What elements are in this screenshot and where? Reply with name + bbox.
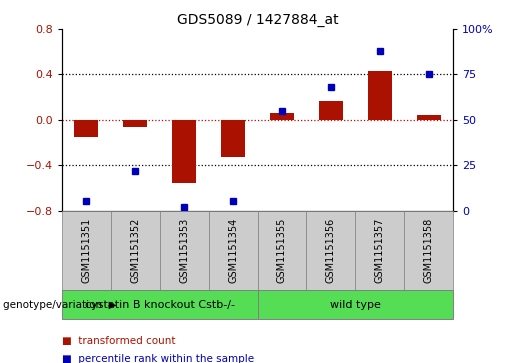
Bar [123, 120, 147, 127]
Text: GSM1151356: GSM1151356 [326, 218, 336, 283]
Text: GSM1151351: GSM1151351 [81, 218, 91, 283]
Text: cystatin B knockout Cstb-/-: cystatin B knockout Cstb-/- [84, 300, 235, 310]
Bar [74, 120, 98, 137]
Text: GSM1151352: GSM1151352 [130, 218, 140, 283]
Text: ■  percentile rank within the sample: ■ percentile rank within the sample [62, 354, 254, 363]
Text: genotype/variation  ▶: genotype/variation ▶ [3, 300, 116, 310]
Bar [417, 115, 441, 120]
Text: GSM1151354: GSM1151354 [228, 218, 238, 283]
Bar [306, 211, 355, 290]
Bar [62, 211, 111, 290]
Bar [404, 211, 453, 290]
Text: GSM1151358: GSM1151358 [424, 218, 434, 283]
Bar [355, 211, 404, 290]
Text: GSM1151353: GSM1151353 [179, 218, 189, 283]
Bar [368, 71, 392, 120]
Bar [258, 211, 306, 290]
Bar [160, 211, 209, 290]
Bar [221, 120, 245, 157]
Text: GSM1151357: GSM1151357 [375, 218, 385, 283]
Bar [270, 113, 294, 120]
Text: GSM1151355: GSM1151355 [277, 218, 287, 283]
Text: wild type: wild type [330, 300, 381, 310]
Bar [111, 211, 160, 290]
Title: GDS5089 / 1427884_at: GDS5089 / 1427884_at [177, 13, 338, 26]
Bar [209, 211, 258, 290]
Bar [172, 120, 196, 183]
Bar [319, 101, 343, 120]
Text: ■  transformed count: ■ transformed count [62, 336, 175, 346]
